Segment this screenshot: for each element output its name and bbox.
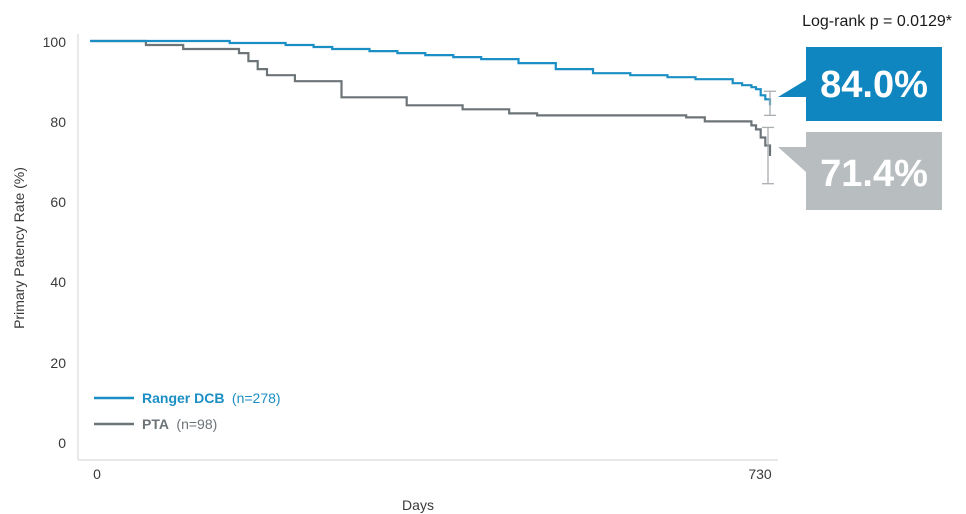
x-axis-title: Days bbox=[402, 497, 434, 513]
legend-name-pta: PTA bbox=[142, 416, 169, 432]
y-tick-label: 20 bbox=[50, 355, 66, 371]
y-tick-label: 100 bbox=[43, 34, 67, 50]
y-tick-label: 80 bbox=[50, 114, 66, 130]
error-bar-ranger-dcb bbox=[764, 90, 776, 117]
callout-box-ranger-dcb bbox=[778, 47, 942, 121]
series-line-pta bbox=[90, 39, 772, 156]
y-axis-title: Primary Patency Rate (%) bbox=[11, 167, 27, 329]
callout-value-ranger-dcb: 84.0% bbox=[820, 64, 928, 106]
legend-entry-pta: PTA (n=98) bbox=[142, 416, 217, 433]
error-bar-pta bbox=[762, 126, 774, 185]
x-tick-label: 730 bbox=[748, 466, 772, 482]
x-tick-label: 0 bbox=[93, 466, 101, 482]
legend-name-ranger-dcb: Ranger DCB bbox=[142, 390, 224, 406]
legend: Ranger DCB (n=278) PTA (n=98) bbox=[94, 390, 281, 433]
callout-value-pta: 71.4% bbox=[820, 153, 928, 195]
log-rank-annotation: Log-rank p = 0.0129* bbox=[802, 13, 952, 30]
y-tick-label: 40 bbox=[50, 274, 66, 290]
legend-entry-ranger-dcb: Ranger DCB (n=278) bbox=[142, 390, 281, 407]
y-tick-label: 60 bbox=[50, 194, 66, 210]
callout-box-pta bbox=[778, 132, 942, 210]
legend-n-pta: (n=98) bbox=[176, 416, 217, 432]
series-line-ranger-dcb bbox=[90, 39, 772, 106]
y-tick-label: 0 bbox=[58, 435, 66, 451]
legend-n-ranger-dcb: (n=278) bbox=[232, 390, 281, 406]
